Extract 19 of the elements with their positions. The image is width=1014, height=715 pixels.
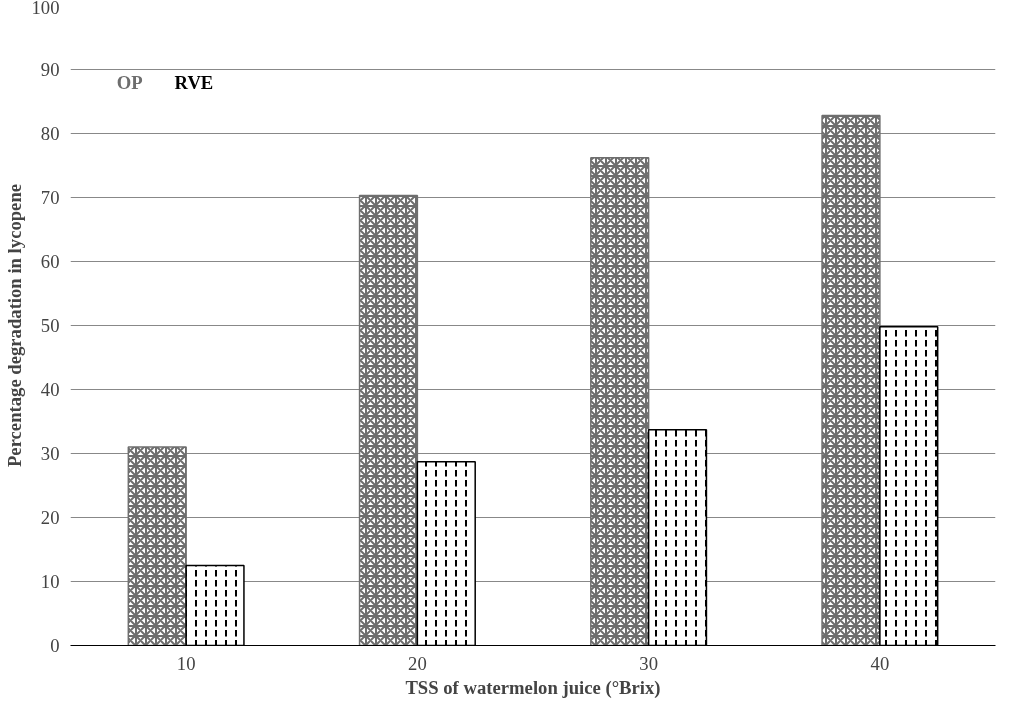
- x-tick-label: 20: [408, 652, 427, 674]
- text: RVE: [174, 71, 214, 93]
- y-tick-label: 100: [31, 0, 60, 18]
- y-axis-title: Percentage degradation in lycopene: [3, 183, 25, 468]
- x-tick-label: 40: [870, 652, 890, 674]
- y-tick-label: 0: [50, 635, 60, 656]
- y-tick-label: 40: [40, 379, 60, 400]
- y-tick-label: 50: [40, 315, 60, 336]
- y-tick-label: 60: [40, 251, 60, 272]
- y-tick-label: 30: [40, 443, 60, 464]
- y-tick-label: 90: [40, 59, 60, 80]
- y-tick-label: 80: [40, 123, 60, 144]
- x-tick-label: 10: [176, 652, 196, 674]
- y-tick-label: 20: [40, 507, 60, 528]
- x-tick-label: 30: [639, 652, 658, 674]
- x-axis-title: TSS of watermelon juice (°Brix): [405, 676, 661, 699]
- y-tick-label: 70: [40, 187, 60, 208]
- text: OP: [116, 71, 143, 93]
- y-tick-label: 10: [40, 571, 60, 592]
